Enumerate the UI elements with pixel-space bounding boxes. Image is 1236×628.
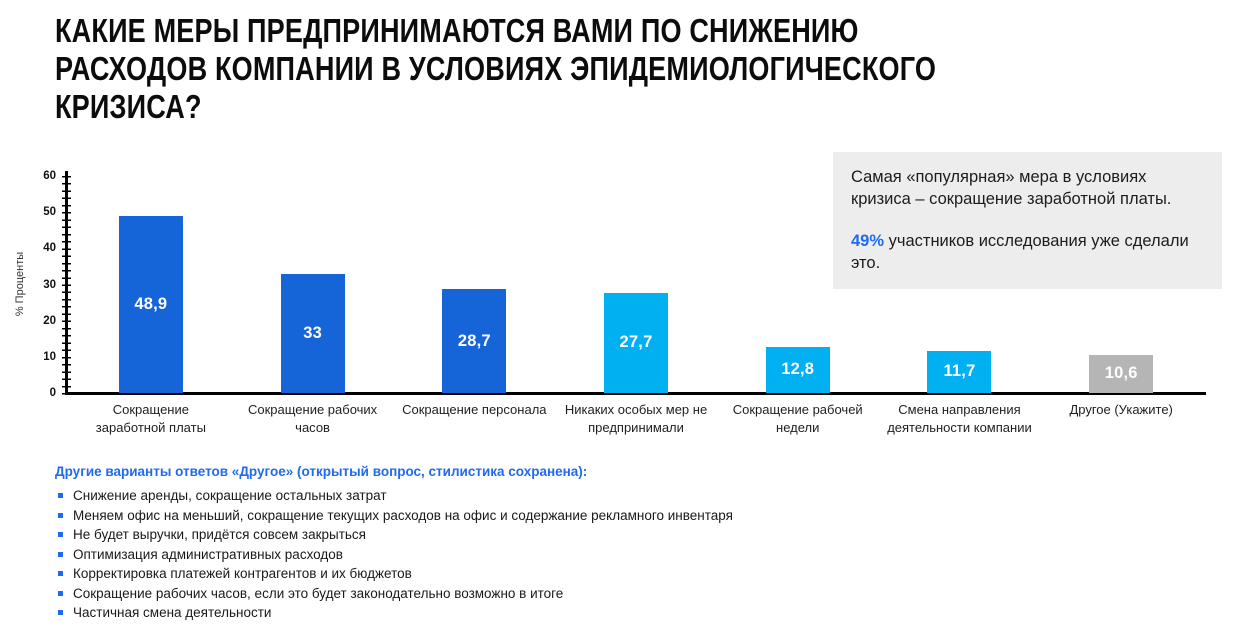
bar-column: 28,7 <box>393 176 555 393</box>
y-tick-label: 40 <box>43 242 56 255</box>
bar: 28,7 <box>442 289 507 393</box>
y-tick-label: 50 <box>43 206 56 219</box>
bar-column: 27,7 <box>555 176 717 393</box>
callout-line1: Самая «популярная» мера в условиях кризи… <box>851 168 1172 208</box>
other-answer-item: Сокращение рабочих часов, если это будет… <box>55 584 1175 604</box>
callout-spacer <box>851 210 1204 231</box>
bar: 10,6 <box>1089 354 1154 393</box>
y-tick-label: 20 <box>43 314 56 327</box>
category-labels: Сокращение заработной платы Сокращение ра… <box>70 401 1202 436</box>
category-label: Сокращение заработной платы <box>95 402 206 435</box>
other-answers-section: Другие варианты ответов «Другое» (открыт… <box>55 464 1175 623</box>
category-label: Сокращение персонала <box>402 402 547 417</box>
bar-column: 12,8 <box>717 176 879 393</box>
y-axis-line <box>65 171 68 395</box>
other-answer-item: Оптимизация административных расходов <box>55 545 1175 565</box>
bar: 48,9 <box>118 216 183 393</box>
category-label: Смена направления деятельности компании <box>887 402 1032 435</box>
y-axis-tick-labels: 60 50 40 30 20 10 0 <box>0 170 60 399</box>
bar-column: 33 <box>232 176 394 393</box>
bar-value-label: 33 <box>303 323 322 342</box>
other-answer-item: Меняем офис на меньший, сокращение текущ… <box>55 506 1175 526</box>
other-answer-item: Корректировка платежей контрагентов и их… <box>55 564 1175 584</box>
bar-column: 11,7 <box>879 176 1041 393</box>
callout-line2-rest: участников исследования уже сделали это. <box>851 232 1189 272</box>
y-tick-label: 60 <box>43 170 56 182</box>
bar: 12,8 <box>765 346 830 393</box>
bars-container: 48,9 33 28,7 27,7 12,8 11,7 10,6 <box>70 176 1202 393</box>
bar: 33 <box>280 273 345 393</box>
page-title: КАКИЕ МЕРЫ ПРЕДПРИНИМАЮТСЯ ВАМИ ПО СНИЖЕ… <box>55 12 1236 126</box>
bar-value-label: 12,8 <box>781 360 815 379</box>
bar-value-label: 11,7 <box>943 362 976 381</box>
category-label: Сокращение рабочей недели <box>732 402 863 435</box>
page-title-text: КАКИЕ МЕРЫ ПРЕДПРИНИМАЮТСЯ ВАМИ ПО СНИЖЕ… <box>55 12 937 125</box>
callout-stat: 49% <box>851 232 885 250</box>
bar-value-label: 28,7 <box>457 331 491 350</box>
callout-box: Самая «популярная» мера в условиях кризи… <box>833 152 1222 289</box>
category-label: Другое (Укажите) <box>1069 402 1173 417</box>
bar-column: 10,6 <box>1040 176 1202 393</box>
x-axis-line <box>65 392 1206 395</box>
other-answer-item: Снижение аренды, сокращение остальных за… <box>55 486 1175 506</box>
other-answer-item: Частичная смена деятельности <box>55 603 1175 623</box>
bar-chart: % Проценты 60 50 40 30 20 10 0 48,9 33 28,7 27,7 1… <box>0 170 1206 436</box>
y-tick-label: 30 <box>43 278 56 291</box>
bar-value-label: 10,6 <box>1104 364 1138 383</box>
category-label: Никаких особых мер не предпринимали <box>564 402 708 435</box>
other-answers-heading: Другие варианты ответов «Другое» (открыт… <box>55 464 588 479</box>
bar: 11,7 <box>927 350 992 393</box>
other-answers-list: Снижение аренды, сокращение остальных за… <box>55 486 1175 623</box>
bar: 27,7 <box>604 292 669 393</box>
bar-value-label: 48,9 <box>134 295 168 314</box>
callout-line2: 49% участников исследования уже сделали … <box>851 231 1204 274</box>
y-tick-label: 0 <box>49 387 56 399</box>
bar-value-label: 27,7 <box>619 333 653 352</box>
bar-column: 48,9 <box>70 176 232 393</box>
other-answer-item: Не будет выручки, придётся совсем закрыт… <box>55 525 1175 545</box>
y-tick-label: 10 <box>43 350 56 363</box>
category-label: Сокращение рабочих часов <box>247 402 378 435</box>
